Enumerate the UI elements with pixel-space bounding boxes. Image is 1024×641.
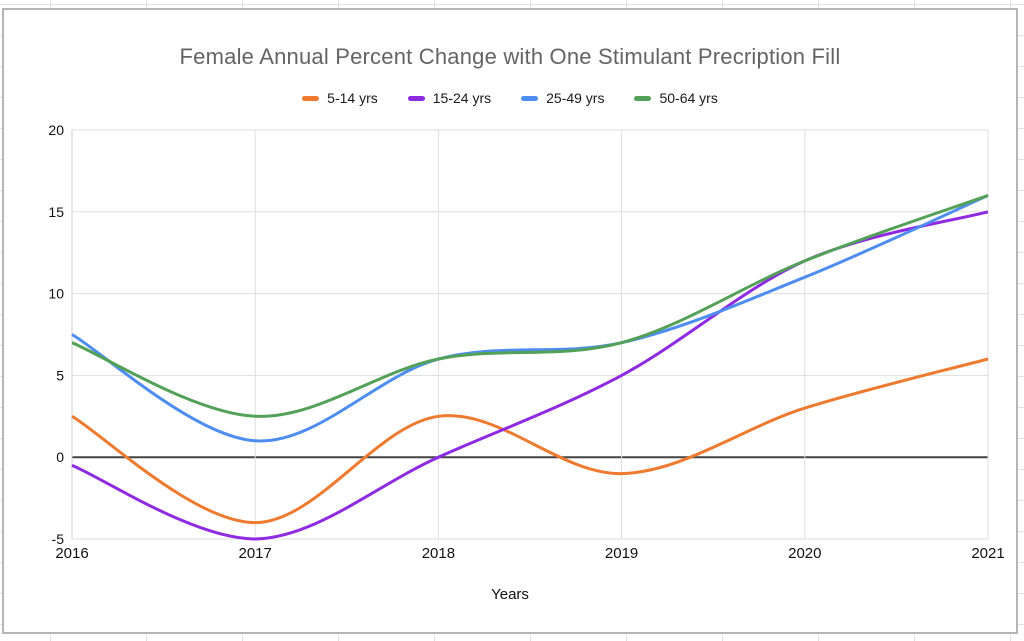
y-tick-label: -5: [52, 531, 65, 547]
legend-label: 5-14 yrs: [327, 90, 378, 106]
chart-title: Female Annual Percent Change with One St…: [179, 44, 841, 69]
series-line-5-14-yrs: [71, 357, 989, 525]
chart-card[interactable]: 20 15 10 5 0 -5 2016 2017 2018 2019 2020 2021 Femal…: [2, 8, 1018, 634]
y-tick-label: 20: [48, 122, 64, 138]
y-tick-label: 15: [48, 204, 64, 220]
legend-swatch-icon: [407, 95, 425, 101]
x-axis-title: Years: [491, 586, 529, 603]
x-tick-label: 2020: [788, 545, 821, 562]
x-tick-label: 2017: [239, 545, 272, 562]
series-line-25-49-yrs: [71, 194, 989, 443]
legend-swatch-icon: [634, 95, 652, 101]
legend-item-15-24-yrs: 15-24 yrs: [407, 90, 492, 106]
x-tick-label: 2021: [971, 545, 1004, 562]
series-line-50-64-yrs: [71, 193, 989, 418]
legend-item-5-14-yrs: 5-14 yrs: [302, 90, 378, 106]
y-tick-label: 5: [56, 367, 64, 383]
legend-swatch-icon: [302, 95, 320, 101]
x-tick-label: 2018: [422, 545, 455, 562]
y-tick-label: 0: [56, 449, 64, 465]
x-tick-label: 2016: [55, 545, 88, 562]
y-tick-label: 10: [48, 286, 64, 302]
legend-label: 25-49 yrs: [546, 90, 605, 106]
legend-swatch-icon: [521, 95, 539, 101]
legend-label: 50-64 yrs: [659, 90, 718, 106]
x-tick-label: 2019: [605, 545, 638, 562]
chart-legend: 5-14 yrs 15-24 yrs 25-49 yrs 50-64 yrs: [4, 90, 1016, 106]
legend-label: 15-24 yrs: [432, 90, 492, 106]
legend-item-50-64-yrs: 50-64 yrs: [634, 90, 718, 106]
legend-item-25-49-yrs: 25-49 yrs: [521, 90, 604, 106]
